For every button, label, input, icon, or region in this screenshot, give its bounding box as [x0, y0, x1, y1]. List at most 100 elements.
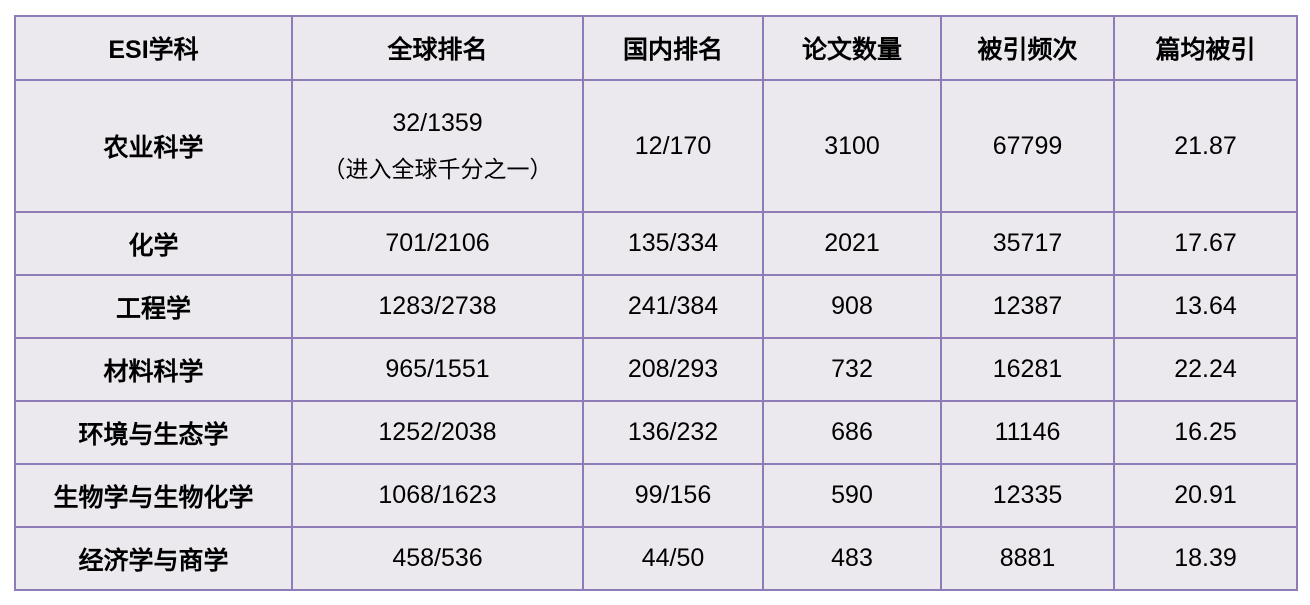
papers-cell-text: 2021: [824, 229, 880, 257]
papers-cell: 483: [762, 526, 942, 591]
global-rank-cell-text: 701/2106: [385, 229, 490, 257]
citations-cell-text: 12387: [992, 292, 1063, 320]
table-row: 环境与生态学 1252/2038 136/232 686 11146 16.25: [14, 400, 1298, 465]
header-domestic-rank: 国内排名: [582, 15, 764, 81]
global-rank-cell: 458/536: [291, 526, 584, 591]
papers-cell: 590: [762, 463, 942, 528]
global-rank-cell: 1068/1623: [291, 463, 584, 528]
subject-cell: 经济学与商学: [14, 526, 293, 591]
citations-cell: 35717: [940, 211, 1115, 276]
global-rank-note: （进入全球千分之一）: [322, 156, 553, 183]
global-rank-cell: 701/2106: [291, 211, 584, 276]
domestic-rank-cell-text: 208/293: [627, 355, 719, 383]
subject-cell-text: 环境与生态学: [78, 420, 229, 449]
papers-cell-text: 908: [831, 292, 873, 320]
citations-cell-text: 35717: [992, 229, 1063, 257]
avg-citations-cell: 18.39: [1113, 526, 1298, 591]
domestic-rank-cell: 99/156: [582, 463, 764, 528]
global-rank-cell: 965/1551: [291, 337, 584, 402]
global-rank-cell-text: 458/536: [392, 544, 483, 572]
table-row: 经济学与商学 458/536 44/50 483 8881 18.39: [14, 526, 1298, 591]
subject-cell: 工程学: [14, 274, 293, 339]
global-rank-cell-text: 1068/1623: [378, 481, 497, 509]
header-global-rank: 全球排名: [291, 15, 584, 81]
papers-cell: 2021: [762, 211, 942, 276]
subject-cell-text: 经济学与商学: [78, 546, 229, 575]
papers-cell: 3100: [762, 79, 942, 213]
citations-cell: 8881: [940, 526, 1115, 591]
table-row: 工程学 1283/2738 241/384 908 12387 13.64: [14, 274, 1298, 339]
avg-citations-cell-text: 22.24: [1174, 355, 1237, 383]
avg-citations-cell-text: 18.39: [1174, 544, 1237, 572]
domestic-rank-cell: 44/50: [582, 526, 764, 591]
global-rank-cell-text: 1283/2738: [378, 292, 497, 320]
avg-citations-cell-text: 21.87: [1174, 131, 1237, 160]
papers-cell-text: 686: [831, 418, 873, 446]
citations-cell: 67799: [940, 79, 1115, 213]
avg-citations-cell-text: 13.64: [1174, 292, 1237, 320]
subject-cell: 生物学与生物化学: [14, 463, 293, 528]
domestic-rank-cell-text: 12/170: [634, 131, 712, 160]
global-rank-cell: 1252/2038: [291, 400, 584, 465]
papers-cell: 908: [762, 274, 942, 339]
global-rank-cell-text: 965/1551: [385, 355, 490, 383]
global-rank-cell-text: 1252/2038: [378, 418, 497, 446]
avg-citations-cell: 21.87: [1113, 79, 1298, 213]
citations-cell-text: 16281: [992, 355, 1063, 383]
papers-cell-text: 483: [831, 544, 873, 572]
domestic-rank-cell-text: 136/232: [627, 418, 719, 446]
papers-cell-text: 732: [831, 355, 873, 383]
avg-citations-cell: 20.91: [1113, 463, 1298, 528]
papers-cell-text: 3100: [824, 131, 880, 160]
header-papers: 论文数量: [762, 15, 942, 81]
subject-cell-text: 化学: [128, 231, 179, 260]
avg-citations-cell-text: 16.25: [1174, 418, 1237, 446]
domestic-rank-cell: 208/293: [582, 337, 764, 402]
domestic-rank-cell-text: 99/156: [634, 481, 712, 509]
table-row: 生物学与生物化学 1068/1623 99/156 590 12335 20.91: [14, 463, 1298, 528]
avg-citations-cell: 17.67: [1113, 211, 1298, 276]
esi-ranking-table: ESI学科 全球排名 国内排名 论文数量 被引频次 篇均被引 农业科学 32/13…: [14, 15, 1298, 591]
avg-citations-cell: 22.24: [1113, 337, 1298, 402]
avg-citations-cell-text: 17.67: [1174, 229, 1237, 257]
citations-cell-text: 8881: [999, 544, 1056, 572]
subject-cell: 材料科学: [14, 337, 293, 402]
subject-cell-text: 生物学与生物化学: [53, 483, 254, 512]
subject-cell: 农业科学: [14, 79, 293, 213]
subject-cell: 环境与生态学: [14, 400, 293, 465]
table-row: 材料科学 965/1551 208/293 732 16281 22.24: [14, 337, 1298, 402]
domestic-rank-cell: 135/334: [582, 211, 764, 276]
citations-cell-text: 11146: [994, 418, 1061, 446]
header-citations: 被引频次: [940, 15, 1115, 81]
avg-citations-cell: 13.64: [1113, 274, 1298, 339]
table-row: 化学 701/2106 135/334 2021 35717 17.67: [14, 211, 1298, 276]
citations-cell-text: 12335: [992, 481, 1063, 509]
header-row: ESI学科 全球排名 国内排名 论文数量 被引频次 篇均被引: [14, 15, 1298, 81]
header-subject: ESI学科: [14, 15, 293, 81]
citations-cell-text: 67799: [992, 131, 1063, 160]
citations-cell: 16281: [940, 337, 1115, 402]
domestic-rank-cell: 12/170: [582, 79, 764, 213]
domestic-rank-cell: 136/232: [582, 400, 764, 465]
subject-cell-text: 农业科学: [103, 134, 204, 162]
citations-cell: 12335: [940, 463, 1115, 528]
domestic-rank-cell-text: 44/50: [641, 544, 705, 572]
avg-citations-cell-text: 20.91: [1174, 481, 1237, 509]
domestic-rank-cell-text: 135/334: [627, 229, 719, 257]
domestic-rank-cell: 241/384: [582, 274, 764, 339]
papers-cell: 686: [762, 400, 942, 465]
table-row: 农业科学 32/1359 （进入全球千分之一） 12/170 3100 67799 21.8…: [14, 79, 1298, 213]
domestic-rank-cell-text: 241/384: [627, 292, 719, 320]
papers-cell-text: 590: [831, 481, 873, 509]
avg-citations-cell: 16.25: [1113, 400, 1298, 465]
header-avg-citations: 篇均被引: [1113, 15, 1298, 81]
subject-cell-text: 材料科学: [103, 357, 204, 386]
global-rank-cell: 1283/2738: [291, 274, 584, 339]
citations-cell: 11146: [940, 400, 1115, 465]
global-rank-cell-text: 32/1359: [392, 108, 483, 137]
subject-cell: 化学: [14, 211, 293, 276]
subject-cell-text: 工程学: [115, 294, 191, 323]
citations-cell: 12387: [940, 274, 1115, 339]
global-rank-cell: 32/1359 （进入全球千分之一）: [291, 79, 584, 213]
papers-cell: 732: [762, 337, 942, 402]
